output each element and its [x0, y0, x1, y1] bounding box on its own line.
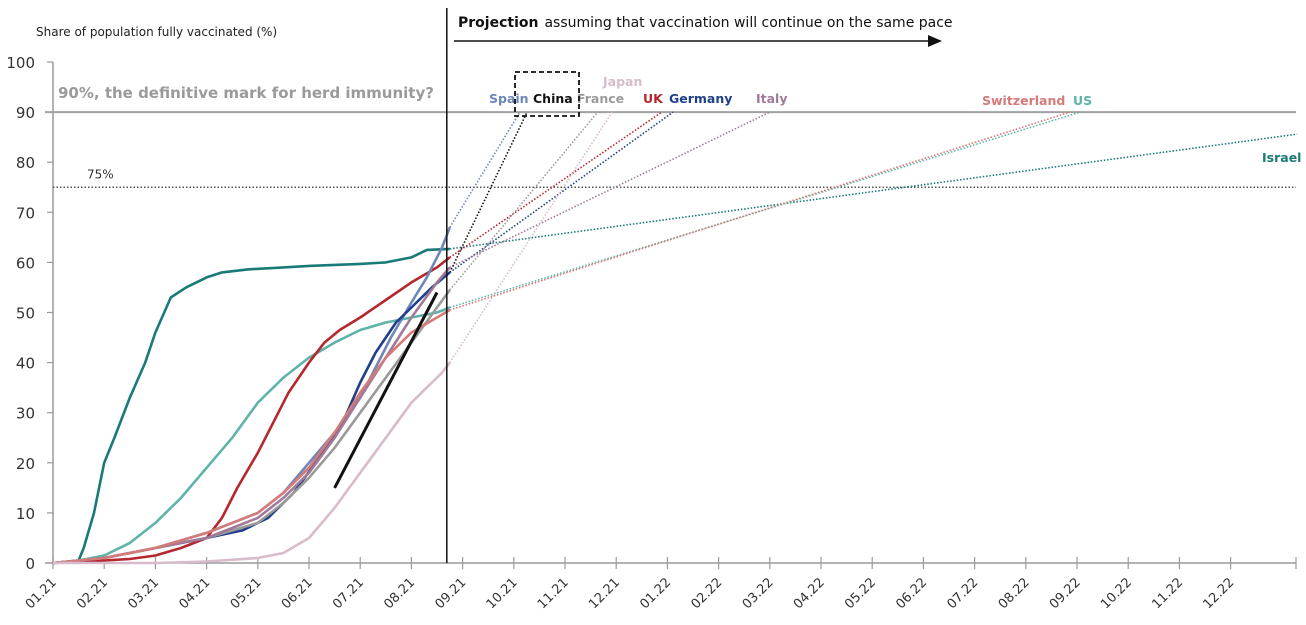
- x-tick-label: 06.22: [893, 575, 930, 612]
- x-tick-label: 12.21: [586, 575, 623, 612]
- series-line-china: [333, 291, 439, 489]
- projection-line-us: [449, 111, 1081, 309]
- projection-annotation: Projection assuming that vaccination will…: [454, 15, 953, 47]
- y-tick-label: 20: [16, 455, 35, 473]
- x-tick-label: 09.21: [433, 575, 470, 612]
- y-tick-label: 50: [16, 305, 35, 323]
- country-label-uk: UK: [643, 91, 664, 106]
- projection-line-spain: [449, 111, 521, 228]
- x-tick-label: 12.22: [1201, 575, 1238, 612]
- projection-line-germany: [449, 111, 674, 274]
- country-label-spain: Spain: [489, 91, 529, 106]
- y-tick-label: 80: [16, 154, 35, 172]
- x-tick-label: 02.22: [689, 575, 726, 612]
- x-tick-label: 01.22: [637, 575, 674, 612]
- y-tick-label: 0: [25, 555, 35, 573]
- y-tick-label: 90: [16, 104, 35, 122]
- x-tick-label: 07.22: [945, 575, 982, 612]
- y-tick-label: 60: [16, 254, 35, 272]
- y-axis: 0 10 20 30 40 50 60 70 80 90 100: [6, 54, 54, 573]
- country-label-china: China: [533, 91, 573, 106]
- x-tick-label: 09.22: [1047, 575, 1084, 612]
- country-label-israel: Israel: [1262, 150, 1301, 165]
- series-line-japan: [53, 361, 451, 565]
- country-label-italy: Italy: [756, 91, 788, 106]
- country-label-germany: Germany: [669, 91, 732, 106]
- projection-subtitle: assuming that vaccination will continue …: [544, 15, 952, 31]
- country-labels: Israel US UK Spain Germany France Italy Switzer…: [489, 74, 1301, 165]
- projection-lines: [449, 111, 1298, 364]
- projection-title: Projection: [458, 15, 538, 31]
- country-label-switzerland: Switzerland: [982, 93, 1065, 108]
- series-line-spain: [52, 226, 452, 565]
- x-tick-label: 07.21: [330, 575, 367, 612]
- x-tick-label: 11.22: [1149, 575, 1186, 612]
- y-tick-label: 10: [16, 505, 35, 523]
- y-tick-label: 30: [16, 405, 35, 423]
- y-axis-label: Share of population fully vaccinated (%): [36, 25, 277, 39]
- projection-line-italy: [449, 111, 771, 269]
- x-tick-label: 05.21: [228, 575, 265, 612]
- x-tick-label: 10.21: [484, 575, 521, 612]
- series-lines: [52, 226, 452, 565]
- country-label-france: France: [577, 91, 624, 106]
- china-highlight-box: [514, 71, 580, 117]
- x-tick-label: 08.21: [381, 575, 418, 612]
- y-tick-label: 40: [16, 355, 35, 373]
- x-tick-label: 10.22: [1098, 575, 1135, 612]
- y-tick-label: 100: [6, 54, 35, 72]
- projection-line-switzerland: [449, 111, 1071, 311]
- series-line-switzerland: [52, 308, 451, 565]
- x-tick-label: 11.21: [535, 575, 572, 612]
- projection-line-israel: [449, 133, 1298, 250]
- reference-lines: 90%, the definitive mark for herd immuni…: [45, 84, 1296, 188]
- series-line-italy: [52, 266, 451, 565]
- series-line-us: [52, 306, 451, 565]
- x-tick-label: 01.21: [23, 575, 60, 612]
- projection-arrow-head: [928, 35, 942, 47]
- projection-line-japan: [449, 111, 613, 364]
- country-label-us: US: [1073, 93, 1092, 108]
- x-tick-label: 03.22: [740, 575, 777, 612]
- mark-75-label: 75%: [87, 167, 114, 181]
- series-line-israel: [52, 247, 450, 565]
- x-axis: 01.21 02.21 03.21 04.21 05.21 06.21 07.21 08.21…: [23, 557, 1297, 612]
- x-tick-label: 02.21: [74, 575, 111, 612]
- x-tick-label: 04.22: [791, 575, 828, 612]
- x-tick-label: 08.22: [996, 575, 1033, 612]
- series-line-uk: [52, 256, 451, 565]
- x-tick-label: 04.21: [177, 575, 214, 612]
- projection-line-france: [449, 111, 599, 291]
- y-tick-label: 70: [16, 204, 35, 222]
- x-tick-label: 05.22: [842, 575, 879, 612]
- herd-immunity-label: 90%, the definitive mark for herd immuni…: [58, 84, 434, 102]
- projection-line-uk: [449, 111, 663, 259]
- country-label-japan: Japan: [602, 74, 642, 89]
- x-tick-label: 03.21: [125, 575, 162, 612]
- x-tick-label: 06.21: [279, 575, 316, 612]
